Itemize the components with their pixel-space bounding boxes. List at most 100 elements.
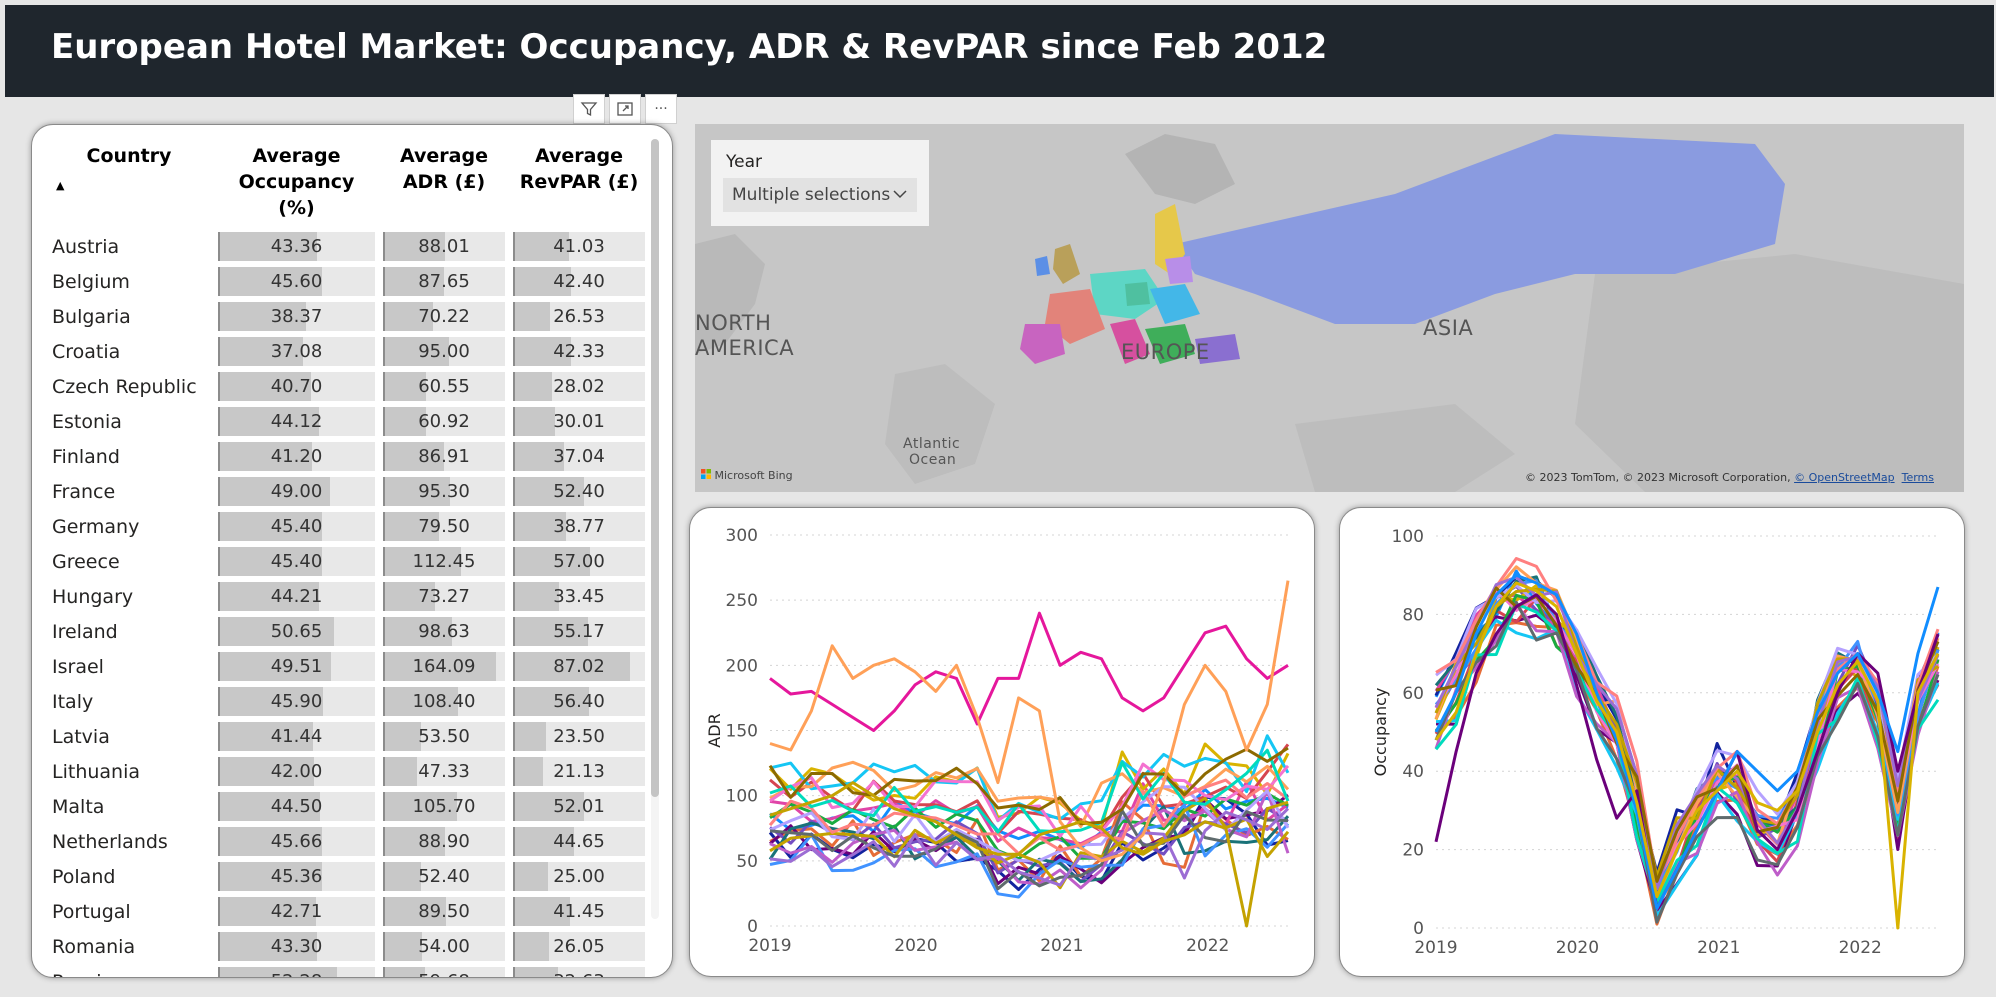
- cell-value: 54.00: [418, 936, 470, 957]
- data-bar-cell: 52.40: [383, 862, 505, 891]
- data-bar: [513, 617, 588, 646]
- table-cell-country: Latvia: [52, 725, 110, 748]
- data-bar-cell: 60.92: [383, 407, 505, 436]
- series-line[interactable]: [768, 746, 1289, 826]
- report-header: European Hotel Market: Occupancy, ADR & …: [5, 5, 1994, 97]
- year-slicer-dropdown[interactable]: Multiple selections: [723, 178, 917, 212]
- table-row[interactable]: Belgium 45.60 87.65 42.40: [44, 264, 649, 299]
- cell-value: 25.00: [553, 866, 605, 887]
- table-row[interactable]: Finland 41.20 86.91 37.04: [44, 439, 649, 474]
- series-line-yellow-dip[interactable]: [1434, 581, 1940, 930]
- table-row[interactable]: Austria 43.36 88.01 41.03: [44, 229, 649, 264]
- series-line-yellow-dip[interactable]: [769, 781, 1289, 928]
- table-row[interactable]: Germany 45.40 79.50 38.77: [44, 509, 649, 544]
- series-line-magenta[interactable]: [769, 611, 1289, 732]
- data-bar: [383, 407, 427, 436]
- table-row[interactable]: Greece 45.40 112.45 57.00: [44, 544, 649, 579]
- data-bar-cell: 37.04: [513, 442, 645, 471]
- table-row[interactable]: Portugal 42.71 89.50 41.45: [44, 894, 649, 929]
- series-line-dark-purple[interactable]: [1434, 593, 1940, 910]
- series-line[interactable]: [1434, 584, 1940, 911]
- scrollbar-thumb[interactable]: [651, 139, 659, 797]
- table-row[interactable]: Ireland 50.65 98.63 55.17: [44, 614, 649, 649]
- cell-value: 44.21: [270, 586, 323, 607]
- column-header-occupancy[interactable]: Average Occupancy (%): [238, 145, 355, 219]
- adr-line-chart[interactable]: 0 50 100 150 200 250 300 2019 2020 2021 2022 ADR: [690, 508, 1314, 976]
- cell-value: 43.36: [270, 236, 323, 257]
- table-cell-revpar: 56.40: [509, 684, 649, 719]
- cell-value: 21.13: [553, 761, 605, 782]
- column-header-adr[interactable]: Average ADR (£): [400, 145, 488, 193]
- map-visual[interactable]: NORTH AMERICA EUROPE ASIA Atlantic Ocean…: [695, 124, 1964, 492]
- y-tick-label: 150: [726, 722, 758, 742]
- column-header-revpar[interactable]: Average RevPAR (£): [519, 145, 639, 193]
- more-options-icon[interactable]: ···: [645, 94, 677, 124]
- table-row[interactable]: Bulgaria 38.37 70.22 26.53: [44, 299, 649, 334]
- x-tick-label: 2021: [1697, 938, 1740, 958]
- data-bar: [218, 302, 307, 331]
- series-line[interactable]: [1434, 600, 1940, 924]
- series-line[interactable]: [769, 796, 1290, 890]
- table-cell-country: Bulgaria: [52, 305, 131, 328]
- table-cell-revpar: 37.04: [509, 439, 649, 474]
- cell-value: 41.44: [270, 726, 323, 747]
- data-bar-cell: 45.36: [218, 862, 375, 891]
- series-line[interactable]: [769, 809, 1289, 891]
- table-cell-revpar: 44.65: [509, 824, 649, 859]
- table-row[interactable]: Romania 43.30 54.00 26.05: [44, 929, 649, 964]
- table-cell-revpar: 41.45: [509, 894, 649, 929]
- data-bar: [383, 232, 445, 261]
- table-row[interactable]: Italy 45.90 108.40 56.40: [44, 684, 649, 719]
- data-bar: [513, 337, 571, 366]
- table-scrollbar[interactable]: [651, 139, 659, 919]
- table-cell-revpar: 33.45: [509, 579, 649, 614]
- series-line[interactable]: [769, 803, 1290, 899]
- table-cell-adr: 108.40: [379, 684, 509, 719]
- series-line[interactable]: [769, 743, 1290, 835]
- table-row[interactable]: Lithuania 42.00 47.33 21.13: [44, 754, 649, 789]
- table-row[interactable]: France 49.00 95.30 52.40: [44, 474, 649, 509]
- focus-mode-icon[interactable]: [609, 94, 641, 124]
- table-row[interactable]: Hungary 44.21 73.27 33.45: [44, 579, 649, 614]
- y-axis-title: Occupancy: [1371, 688, 1390, 777]
- filter-icon[interactable]: [573, 94, 605, 124]
- table-cell-adr: 88.90: [379, 824, 509, 859]
- table-row[interactable]: Latvia 41.44 53.50 23.50: [44, 719, 649, 754]
- table-row[interactable]: Croatia 37.08 95.00 42.33: [44, 334, 649, 369]
- data-bar: [513, 547, 591, 576]
- cell-value: 55.17: [553, 621, 605, 642]
- data-bar: [513, 862, 548, 891]
- table-row[interactable]: Israel 49.51 164.09 87.02: [44, 649, 649, 684]
- data-bar: [218, 477, 330, 506]
- x-tick-label: 2021: [1040, 936, 1083, 956]
- column-header-country[interactable]: Country ▲: [44, 139, 214, 229]
- data-bar-cell: 42.00: [218, 757, 375, 786]
- data-bar: [218, 617, 334, 646]
- series-line-blue-high[interactable]: [1434, 573, 1940, 910]
- cell-value: 44.50: [270, 796, 323, 817]
- czech-region: [1125, 282, 1150, 306]
- cell-value: 88.90: [418, 831, 470, 852]
- series-line-orange[interactable]: [769, 580, 1290, 863]
- table-cell-occ: 42.71: [214, 894, 379, 929]
- table-row[interactable]: Czech Republic 40.70 60.55 28.02: [44, 369, 649, 404]
- occupancy-line-chart[interactable]: 0 20 40 60 80 100 2019 2020 2021 2022 Occupancy: [1340, 508, 1964, 976]
- table-row[interactable]: Estonia 44.12 60.92 30.01: [44, 404, 649, 439]
- table-row[interactable]: Poland 45.36 52.40 25.00: [44, 859, 649, 894]
- osm-link[interactable]: © OpenStreetMap: [1794, 471, 1895, 484]
- cell-value: 105.70: [412, 796, 476, 817]
- series-line[interactable]: [769, 807, 1290, 887]
- turkey-region: [1195, 334, 1240, 364]
- y-tick-label: 40: [1402, 762, 1424, 782]
- table-row[interactable]: Netherlands 45.66 88.90 44.65: [44, 824, 649, 859]
- series-line[interactable]: [769, 748, 1290, 834]
- table-cell-occ: 41.44: [214, 719, 379, 754]
- data-bar: [218, 337, 304, 366]
- series-line[interactable]: [769, 789, 1290, 890]
- data-bar: [513, 932, 550, 961]
- terms-link[interactable]: Terms: [1901, 471, 1934, 484]
- table-cell-occ: 45.90: [214, 684, 379, 719]
- table-row[interactable]: Russia 52.28 59.68 32.63: [44, 964, 649, 977]
- sort-ascending-icon[interactable]: ▲: [56, 179, 65, 192]
- table-row[interactable]: Malta 44.50 105.70 52.01: [44, 789, 649, 824]
